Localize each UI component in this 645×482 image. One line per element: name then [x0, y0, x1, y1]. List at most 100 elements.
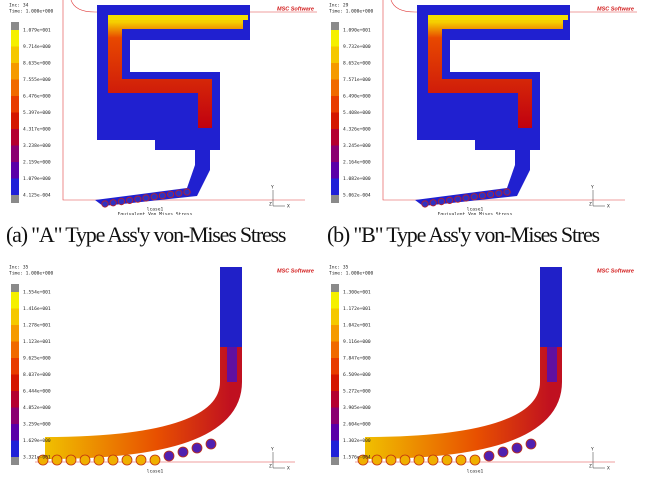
- logo: MSC Software: [597, 6, 634, 12]
- legend-cell: [11, 374, 19, 391]
- tooth: [357, 454, 369, 466]
- legend-cell: [331, 341, 339, 358]
- legend-cell: [11, 129, 19, 146]
- legend-label: 2.164e+000: [343, 160, 371, 166]
- legend-label: 4.125e-004: [23, 193, 51, 199]
- increment: Inc: 29: [329, 3, 349, 9]
- triad-label: Y: [591, 185, 594, 191]
- triad-label: Z: [589, 202, 592, 208]
- legend-cell: [11, 308, 19, 325]
- legend-label: 1.082e+000: [343, 176, 371, 182]
- fea-screenshot: Inc: 35 Time: 1.000e+000 MSC Software 1.300…: [325, 262, 640, 477]
- triad-label: X: [607, 466, 610, 472]
- legend-cell: [331, 96, 339, 113]
- fea-screenshot: Inc: 35 Time: 1.000e+000 MSC Software 1.554…: [5, 262, 320, 477]
- legend-label: 1.172e+001: [343, 306, 371, 312]
- legend-cell: [11, 407, 19, 424]
- tooth: [107, 454, 119, 466]
- stress-band: [44, 322, 242, 459]
- legend-label: 1.416e+001: [23, 306, 51, 312]
- legend-cap: [331, 457, 339, 465]
- legend-label: 4.326e+000: [343, 127, 371, 133]
- legend-label: 1.629e+000: [23, 438, 51, 444]
- legend-cell: [331, 129, 339, 146]
- tooth: [469, 454, 481, 466]
- tooth: [483, 450, 495, 462]
- tooth: [51, 454, 63, 466]
- legend-label: 5.272e+000: [343, 389, 371, 395]
- seal-body: [540, 267, 562, 347]
- tooth: [454, 195, 462, 203]
- tooth: [149, 454, 161, 466]
- tooth: [497, 446, 509, 458]
- tooth: [183, 188, 191, 196]
- legend-label: 1.302e+000: [343, 438, 371, 444]
- legend-label: 1.079e+001: [23, 28, 51, 34]
- boundary: [62, 0, 317, 201]
- legend-cell: [331, 46, 339, 63]
- legend-label: 6.490e+000: [343, 94, 371, 100]
- legend-label: 1.278e+001: [23, 323, 51, 329]
- tooth: [478, 192, 486, 200]
- legend-cap: [11, 22, 19, 30]
- tooth: [462, 194, 470, 202]
- legend-cap: [11, 457, 19, 465]
- legend-label: 3.238e+000: [23, 143, 51, 149]
- triad-label: Z: [269, 202, 272, 208]
- tooth: [177, 446, 189, 458]
- tooth: [421, 200, 429, 208]
- legend-cell: [11, 440, 19, 457]
- increment: Inc: 34: [9, 3, 29, 9]
- legend-cell: [331, 308, 339, 325]
- tooth: [175, 189, 183, 197]
- time: Time: 1.000e+000: [9, 271, 53, 277]
- triad-label: Y: [591, 447, 594, 453]
- legend-cell: [331, 391, 339, 408]
- legend-label: 9.714e+000: [23, 44, 51, 50]
- legend-cell: [331, 63, 339, 80]
- legend-cell: [331, 325, 339, 342]
- result-label: Equivalent Von Mises Stress: [438, 212, 513, 216]
- legend-cell: [331, 112, 339, 129]
- tooth: [158, 192, 166, 200]
- legend-label: 5.062e-004: [343, 193, 371, 199]
- triad-label: Y: [271, 185, 274, 191]
- tooth: [79, 454, 91, 466]
- lcase: lcase1: [147, 469, 164, 475]
- legend-cell: [331, 440, 339, 457]
- legend-label: 1.079e+000: [23, 176, 51, 182]
- legend-label: 6.476e+000: [23, 94, 51, 100]
- tooth: [142, 194, 150, 202]
- tooth: [441, 454, 453, 466]
- tooth: [495, 189, 503, 197]
- stress-band: [428, 15, 568, 20]
- triad: [272, 190, 285, 207]
- legend-cell: [11, 46, 19, 63]
- tooth: [117, 198, 126, 206]
- legend-cell: [331, 407, 339, 424]
- fea-screenshot: Inc: 34 Time: 1.000e+000 MSC Software 1.079…: [5, 0, 320, 218]
- legend-cell: [11, 79, 19, 96]
- tooth: [205, 438, 217, 450]
- stress-band: [364, 322, 562, 459]
- legend-label: 8.652e+000: [343, 61, 371, 67]
- legend-label: 3.321e-001: [23, 455, 51, 461]
- legend-cell: [11, 178, 19, 195]
- legend-cap: [11, 284, 19, 292]
- legend-cell: [11, 96, 19, 113]
- triad: [272, 452, 285, 469]
- increment: Inc: 35: [9, 265, 29, 271]
- legend-cell: [11, 63, 19, 80]
- tooth: [135, 454, 147, 466]
- legend-label: 1.300e+001: [343, 290, 371, 296]
- legend-label: 1.554e+001: [23, 290, 51, 296]
- legend-label: 5.408e+000: [343, 110, 371, 116]
- triad-label: Z: [589, 464, 592, 470]
- tooth: [121, 454, 133, 466]
- tooth: [455, 454, 467, 466]
- triad-label: Y: [271, 447, 274, 453]
- legend-label: 6.444e+000: [23, 389, 51, 395]
